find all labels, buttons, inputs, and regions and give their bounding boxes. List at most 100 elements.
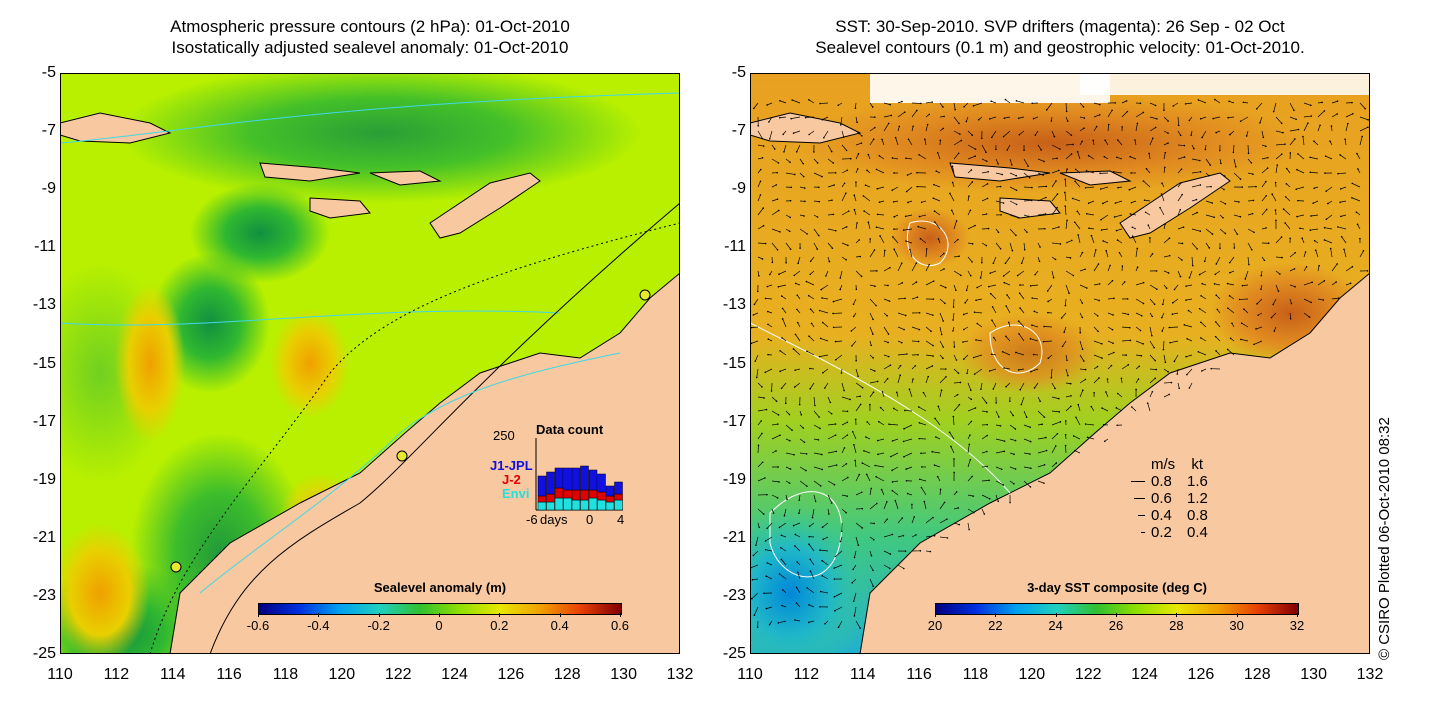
velocity-arrow (953, 284, 957, 291)
velocity-arrow (934, 464, 941, 468)
velocity-arrow-head (1105, 249, 1107, 252)
velocity-arrow (1149, 298, 1155, 305)
velocity-arrow (1296, 169, 1305, 174)
velocity-arrow-head (1161, 330, 1163, 332)
velocity-arrow-head (979, 277, 982, 279)
velocity-arrow (778, 270, 787, 275)
velocity-arrow (1051, 382, 1056, 389)
velocity-arrow-head (1047, 357, 1050, 360)
velocity-legend-row: 0.8 1.6 (1127, 473, 1237, 490)
velocity-arrow-head (1101, 343, 1103, 345)
velocity-arrow (841, 210, 849, 216)
velocity-arrow (855, 368, 859, 377)
velocity-arrow (855, 142, 862, 146)
velocity-arrow-head (1064, 433, 1067, 436)
velocity-arrow-head (1181, 242, 1184, 245)
velocity-arrow-head (1339, 188, 1342, 190)
drifter-marker (396, 450, 408, 462)
velocity-arrow (854, 606, 857, 616)
velocity-arrow-head (899, 374, 902, 376)
velocity-arrow-head (1011, 249, 1014, 252)
velocity-arrow-head (1015, 203, 1018, 206)
inset-bar (588, 469, 598, 491)
velocity-arrow-head (1135, 388, 1137, 391)
velocity-arrow-head (1290, 302, 1293, 305)
velocity-arrow-head (1003, 117, 1006, 119)
velocity-arrow-head (1085, 170, 1088, 172)
left-lon-tick: 110 (47, 666, 73, 683)
velocity-arrow-head (757, 124, 760, 127)
velocity-arrow (865, 184, 871, 188)
velocity-arrow-head (1191, 264, 1194, 267)
velocity-arrow-head (1318, 264, 1320, 267)
velocity-arrow-head (887, 122, 890, 125)
velocity-arrow-head (779, 349, 781, 352)
velocity-arrow-head (957, 372, 960, 374)
velocity-arrow-head (794, 333, 797, 336)
velocity-arrow (1065, 382, 1071, 385)
velocity-arrow (904, 410, 913, 412)
velocity-arrow-head (974, 155, 976, 157)
velocity-arrow (918, 406, 927, 412)
velocity-arrow (1172, 312, 1179, 315)
velocity-arrow (1200, 321, 1207, 328)
velocity-arrow (757, 433, 763, 440)
velocity-arrow-head (1147, 224, 1150, 226)
velocity-arrow-head (1188, 119, 1191, 122)
velocity-arrow (827, 464, 837, 468)
velocity-arrow-head (1059, 421, 1062, 423)
inset-bar (554, 467, 564, 489)
velocity-arrow-head (777, 414, 780, 416)
velocity-arrow-head (1067, 374, 1069, 377)
colorbar-tick-mark (620, 613, 621, 617)
velocity-arrow-head (988, 479, 990, 482)
velocity-ms-value: 0.8 (1151, 473, 1172, 490)
velocity-arrow-head (997, 231, 1000, 234)
velocity-arrow (995, 438, 1005, 442)
velocity-arrow (981, 451, 987, 454)
geostrophic-velocity-vectors (750, 98, 1369, 629)
velocity-arrow-head (1229, 133, 1231, 136)
velocity-arrow (1232, 144, 1235, 153)
velocity-arrow-head (873, 249, 876, 251)
left-lon-tick: 132 (666, 666, 694, 683)
velocity-arrow (921, 487, 927, 496)
velocity-arrow (925, 354, 934, 357)
velocity-arrow (1339, 154, 1347, 160)
velocity-arrow-head (870, 344, 873, 347)
velocity-arrow (853, 195, 857, 202)
velocity-arrow-head (793, 453, 795, 456)
velocity-arrow (1121, 312, 1129, 315)
velocity-arrow (1177, 130, 1181, 136)
velocity-arrow-head (792, 132, 795, 134)
inset-bar (580, 489, 589, 501)
velocity-arrow-head (903, 455, 905, 458)
velocity-arrow-head (1136, 266, 1139, 268)
velocity-arrow (877, 186, 885, 190)
velocity-arrow-head (825, 275, 827, 277)
velocity-arrow (1345, 123, 1349, 132)
right-colorbar: 3-day SST composite (deg C) 20 22 24 26 28 30… (928, 580, 1304, 633)
sst-map[interactable] (750, 73, 1370, 654)
velocity-arrow-head (1114, 202, 1117, 204)
velocity-arrow-head (1003, 281, 1006, 284)
velocity-arrow (1135, 326, 1141, 331)
velocity-arrow-head (764, 540, 767, 542)
sealevel-anomaly-map[interactable] (60, 73, 680, 654)
velocity-arrow-head (945, 375, 947, 378)
velocity-arrow (1247, 172, 1253, 175)
velocity-arrow (1233, 228, 1238, 235)
velocity-arrow-head (1168, 326, 1171, 329)
velocity-arrow-head (903, 328, 905, 331)
velocity-arrow (841, 422, 848, 426)
velocity-arrow-head (1177, 124, 1180, 127)
velocity-arrow-head (1280, 122, 1283, 125)
velocity-arrow (919, 478, 927, 482)
velocity-arrow-head (1116, 424, 1118, 427)
velocity-arrow-head (1301, 237, 1303, 239)
velocity-arrow (1261, 157, 1268, 160)
velocity-arrow-head (809, 260, 812, 263)
velocity-arrow-head (928, 113, 931, 116)
velocity-arrow (981, 144, 987, 153)
velocity-arrow (981, 242, 987, 246)
